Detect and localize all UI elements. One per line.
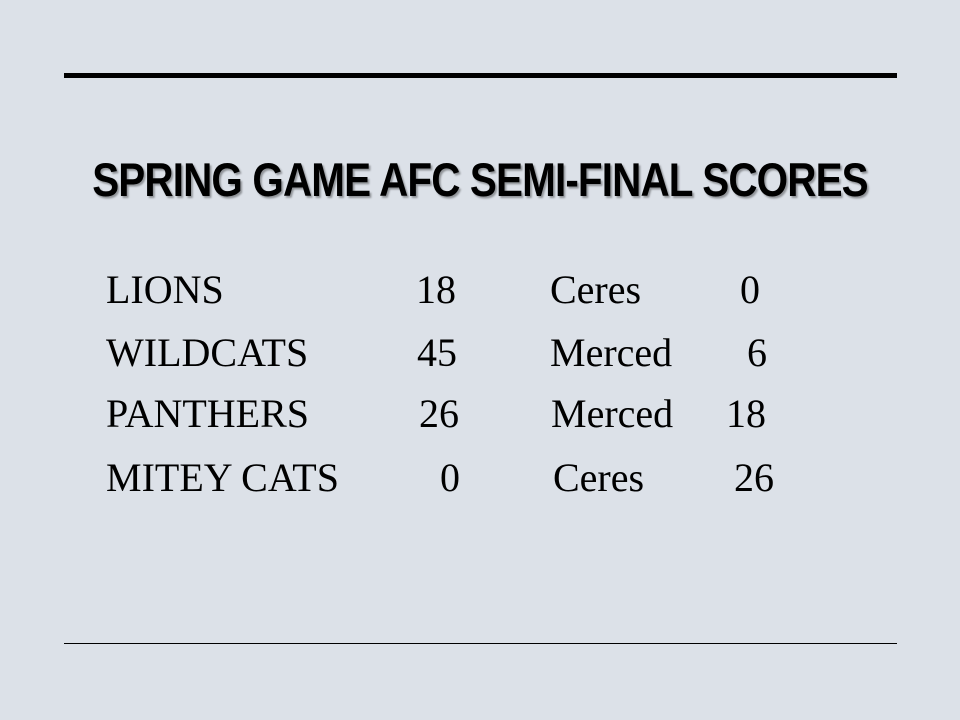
team-score: 45: [417, 330, 457, 375]
team-score: 18: [416, 267, 456, 312]
bottom-rule: [64, 643, 897, 644]
opponent-score: 0: [740, 267, 760, 312]
score-row: LIONS 18 Ceres 0: [0, 265, 960, 315]
opponent-name: Ceres: [550, 267, 642, 312]
opponent-score: 26: [734, 455, 774, 500]
opponent-name: Ceres: [553, 455, 645, 500]
team-name: MITEY CATS: [106, 455, 339, 500]
opponent-score: 18: [726, 391, 766, 436]
score-row: WILDCATS 45 Merced 6: [0, 328, 960, 378]
team-score: 26: [419, 391, 459, 436]
team-name: LIONS: [106, 267, 224, 312]
page-title: SPRING GAME AFC SEMI-FINAL SCORES: [92, 153, 868, 206]
opponent-name: Merced: [550, 330, 673, 375]
opponent-score: 6: [747, 330, 767, 375]
score-row: MITEY CATS 0 Ceres 26: [0, 453, 960, 503]
opponent-name: Merced: [551, 391, 674, 436]
top-rule: [64, 73, 897, 78]
score-row: PANTHERS 26 Merced 18: [0, 389, 960, 439]
team-name: PANTHERS: [106, 391, 310, 436]
team-score: 0: [440, 455, 460, 500]
team-name: WILDCATS: [106, 330, 309, 375]
